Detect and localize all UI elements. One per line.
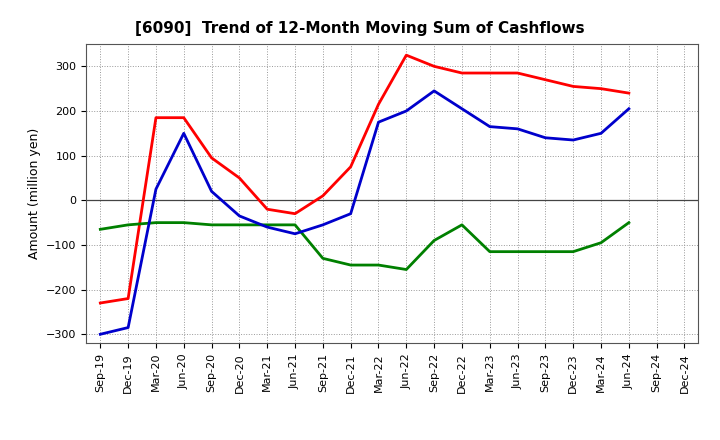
Free Cashflow [458, 106, 467, 111]
Investing Cashflow [291, 222, 300, 227]
Operating Cashflow [624, 91, 633, 96]
Operating Cashflow [96, 301, 104, 306]
Investing Cashflow [207, 222, 216, 227]
Text: [6090]  Trend of 12-Month Moving Sum of Cashflows: [6090] Trend of 12-Month Moving Sum of C… [135, 21, 585, 36]
Line: Operating Cashflow: Operating Cashflow [100, 55, 629, 303]
Free Cashflow [430, 88, 438, 94]
Operating Cashflow [207, 155, 216, 161]
Free Cashflow [402, 108, 410, 114]
Operating Cashflow [569, 84, 577, 89]
Free Cashflow [346, 211, 355, 216]
Investing Cashflow [124, 222, 132, 227]
Investing Cashflow [374, 262, 383, 268]
Line: Free Cashflow: Free Cashflow [100, 91, 629, 334]
Operating Cashflow [263, 207, 271, 212]
Operating Cashflow [485, 70, 494, 76]
Free Cashflow [318, 222, 327, 227]
Operating Cashflow [374, 102, 383, 107]
Y-axis label: Amount (million yen): Amount (million yen) [27, 128, 40, 259]
Operating Cashflow [402, 52, 410, 58]
Operating Cashflow [318, 193, 327, 198]
Free Cashflow [485, 124, 494, 129]
Line: Investing Cashflow: Investing Cashflow [100, 223, 629, 270]
Free Cashflow [207, 189, 216, 194]
Investing Cashflow [402, 267, 410, 272]
Investing Cashflow [318, 256, 327, 261]
Investing Cashflow [152, 220, 161, 225]
Operating Cashflow [597, 86, 606, 91]
Investing Cashflow [235, 222, 243, 227]
Free Cashflow [179, 131, 188, 136]
Investing Cashflow [96, 227, 104, 232]
Investing Cashflow [179, 220, 188, 225]
Investing Cashflow [569, 249, 577, 254]
Free Cashflow [513, 126, 522, 132]
Free Cashflow [569, 137, 577, 143]
Free Cashflow [597, 131, 606, 136]
Investing Cashflow [458, 222, 467, 227]
Free Cashflow [235, 213, 243, 219]
Investing Cashflow [513, 249, 522, 254]
Operating Cashflow [235, 175, 243, 180]
Free Cashflow [291, 231, 300, 236]
Operating Cashflow [430, 64, 438, 69]
Investing Cashflow [541, 249, 550, 254]
Free Cashflow [374, 120, 383, 125]
Operating Cashflow [179, 115, 188, 120]
Free Cashflow [152, 187, 161, 192]
Operating Cashflow [513, 70, 522, 76]
Operating Cashflow [458, 70, 467, 76]
Free Cashflow [124, 325, 132, 330]
Operating Cashflow [124, 296, 132, 301]
Free Cashflow [541, 135, 550, 140]
Operating Cashflow [346, 164, 355, 169]
Free Cashflow [96, 332, 104, 337]
Investing Cashflow [263, 222, 271, 227]
Investing Cashflow [430, 238, 438, 243]
Investing Cashflow [597, 240, 606, 246]
Investing Cashflow [485, 249, 494, 254]
Free Cashflow [263, 224, 271, 230]
Operating Cashflow [152, 115, 161, 120]
Free Cashflow [624, 106, 633, 111]
Operating Cashflow [291, 211, 300, 216]
Investing Cashflow [346, 262, 355, 268]
Operating Cashflow [541, 77, 550, 82]
Investing Cashflow [624, 220, 633, 225]
